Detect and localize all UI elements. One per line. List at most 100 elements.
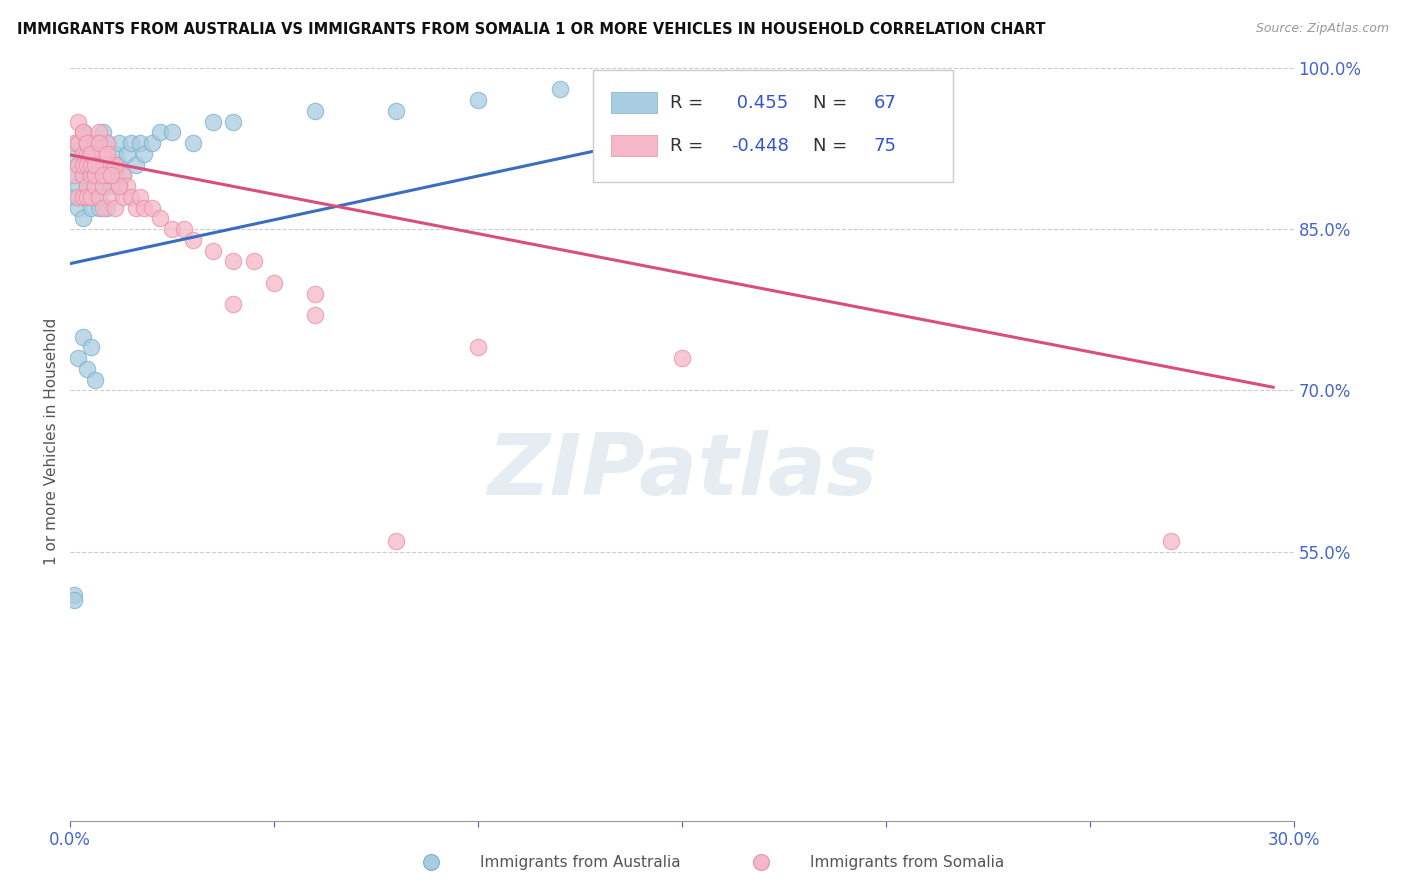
Point — [83, 190, 105, 204]
Point — [79, 136, 103, 150]
Point — [63, 588, 86, 602]
Point — [72, 190, 94, 204]
Point — [875, 82, 897, 96]
Point — [67, 114, 90, 128]
Point — [100, 169, 122, 183]
Point — [104, 201, 127, 215]
Point — [222, 297, 245, 311]
Point — [72, 125, 94, 139]
Point — [79, 190, 103, 204]
Point — [112, 169, 135, 183]
Point — [67, 190, 90, 204]
Point — [83, 136, 105, 150]
Point — [132, 146, 155, 161]
Point — [63, 136, 86, 150]
Point — [76, 362, 98, 376]
Point — [79, 190, 103, 204]
Point — [63, 146, 86, 161]
Point — [76, 158, 98, 172]
FancyBboxPatch shape — [612, 136, 658, 156]
Point — [67, 136, 90, 150]
Point — [100, 179, 122, 194]
Text: Source: ZipAtlas.com: Source: ZipAtlas.com — [1256, 22, 1389, 36]
Point — [96, 201, 118, 215]
Point — [63, 169, 86, 183]
Point — [72, 190, 94, 204]
Point — [79, 146, 103, 161]
Point — [72, 158, 94, 172]
Point — [76, 136, 98, 150]
Point — [83, 179, 105, 194]
Point — [91, 169, 114, 183]
Point — [117, 146, 139, 161]
Text: R =: R = — [669, 94, 709, 112]
Point — [100, 158, 122, 172]
Text: ZIPatlas: ZIPatlas — [486, 430, 877, 514]
Point — [96, 146, 118, 161]
Point — [79, 158, 103, 172]
Point — [124, 201, 146, 215]
Point — [79, 201, 103, 215]
Point — [83, 169, 105, 183]
Point — [121, 136, 143, 150]
Point — [162, 222, 183, 236]
Point — [117, 179, 139, 194]
Text: N =: N = — [813, 94, 853, 112]
Point — [63, 593, 86, 607]
Point — [67, 179, 90, 194]
Point — [108, 136, 131, 150]
Point — [79, 136, 103, 150]
Text: 75: 75 — [875, 136, 897, 155]
Point — [304, 308, 326, 322]
Point — [72, 329, 94, 343]
Point — [83, 158, 105, 172]
Point — [67, 201, 90, 215]
Point — [671, 351, 693, 366]
Point — [112, 169, 135, 183]
Text: Immigrants from Somalia: Immigrants from Somalia — [810, 855, 1005, 870]
Point — [63, 169, 86, 183]
Point — [79, 169, 103, 183]
Point — [385, 534, 408, 549]
Point — [96, 136, 118, 150]
Point — [385, 103, 408, 118]
Text: IMMIGRANTS FROM AUSTRALIA VS IMMIGRANTS FROM SOMALIA 1 OR MORE VEHICLES IN HOUSE: IMMIGRANTS FROM AUSTRALIA VS IMMIGRANTS … — [17, 22, 1046, 37]
Point — [76, 136, 98, 150]
Point — [548, 82, 571, 96]
Point — [104, 169, 127, 183]
Point — [181, 233, 204, 247]
Point — [76, 158, 98, 172]
Point — [149, 211, 172, 226]
Point — [91, 125, 114, 139]
Point — [91, 146, 114, 161]
Point — [76, 169, 98, 183]
Point — [141, 201, 163, 215]
Point — [67, 158, 90, 172]
Point — [96, 136, 118, 150]
Point — [67, 351, 90, 366]
Point — [181, 136, 204, 150]
Point — [87, 190, 110, 204]
Point — [202, 244, 225, 258]
Point — [79, 146, 103, 161]
Point — [222, 114, 245, 128]
Point — [100, 158, 122, 172]
Point — [67, 158, 90, 172]
Point — [132, 201, 155, 215]
Point — [467, 341, 489, 355]
Point — [76, 146, 98, 161]
Point — [304, 103, 326, 118]
Point — [91, 146, 114, 161]
Point — [91, 146, 114, 161]
Point — [467, 93, 489, 107]
Point — [104, 158, 127, 172]
Point — [124, 158, 146, 172]
Point — [173, 222, 195, 236]
Text: -0.448: -0.448 — [731, 136, 789, 155]
Point — [162, 125, 183, 139]
Point — [72, 125, 94, 139]
Point — [112, 190, 135, 204]
Point — [72, 125, 94, 139]
Point — [202, 114, 225, 128]
Point — [87, 125, 110, 139]
